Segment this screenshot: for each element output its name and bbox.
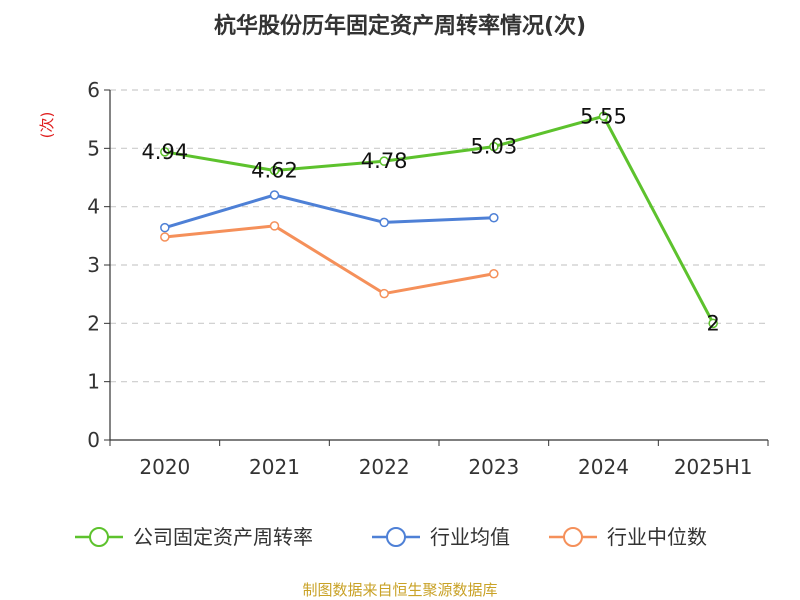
y-tick-label: 2	[87, 311, 100, 335]
x-tick-label: 2022	[359, 455, 410, 479]
x-tick-label: 2024	[578, 455, 629, 479]
y-tick-label: 4	[87, 195, 100, 219]
data-labels: 4.94 4.62 4.78 5.03 5.55 2	[141, 104, 719, 335]
x-tick-label: 2025H1	[674, 455, 753, 479]
data-point	[160, 222, 170, 233]
y-tick-label: 6	[87, 78, 100, 102]
data-label: 4.62	[251, 159, 298, 183]
legend: 公司固定资产周转率 行业均值 行业中位数	[75, 525, 707, 549]
y-tick-label: 0	[87, 428, 100, 452]
legend-marker	[89, 527, 109, 547]
legend-marker	[386, 527, 406, 547]
series-line	[164, 193, 494, 230]
x-tick-labels: 2020 2021 2022 2023 2024 2025H1	[139, 455, 752, 479]
data-point	[489, 213, 499, 223]
data-point	[160, 232, 170, 242]
x-tick-label: 2021	[249, 455, 300, 479]
axes	[104, 89, 769, 446]
data-point	[160, 147, 170, 157]
data-point	[379, 217, 389, 228]
data-label: 5.03	[470, 135, 517, 159]
series-line	[164, 224, 495, 296]
data-label: 2	[706, 311, 719, 335]
data-point	[379, 288, 389, 299]
data-label: 5.55	[580, 104, 627, 128]
data-point	[269, 190, 280, 200]
series-lines	[160, 111, 718, 329]
gridlines	[110, 89, 768, 383]
y-tick-label: 5	[87, 136, 100, 160]
legend-label: 行业中位数	[607, 525, 707, 549]
data-point	[489, 269, 499, 279]
chart-title: 杭华股份历年固定资产周转率情况(次)	[214, 13, 586, 39]
y-tick-label: 3	[87, 253, 100, 277]
y-tick-label: 1	[87, 370, 100, 394]
y-axis-label: (次)	[38, 112, 56, 139]
data-point	[598, 111, 609, 121]
series-line	[164, 114, 715, 325]
data-point	[379, 156, 389, 166]
data-label: 4.94	[141, 140, 188, 164]
data-label: 4.78	[361, 149, 408, 173]
data-point	[708, 318, 718, 329]
source-note: 制图数据来自恒生聚源数据库	[302, 581, 497, 599]
legend-label: 公司固定资产周转率	[133, 525, 313, 549]
legend-marker	[563, 527, 583, 547]
data-point	[269, 221, 280, 231]
data-point	[269, 165, 280, 176]
x-tick-label: 2020	[139, 455, 190, 479]
data-point	[489, 141, 499, 152]
y-tick-labels: 0 1 2 3 4 5 6	[87, 78, 100, 452]
legend-label: 行业均值	[430, 525, 510, 549]
x-tick-label: 2023	[468, 455, 519, 479]
